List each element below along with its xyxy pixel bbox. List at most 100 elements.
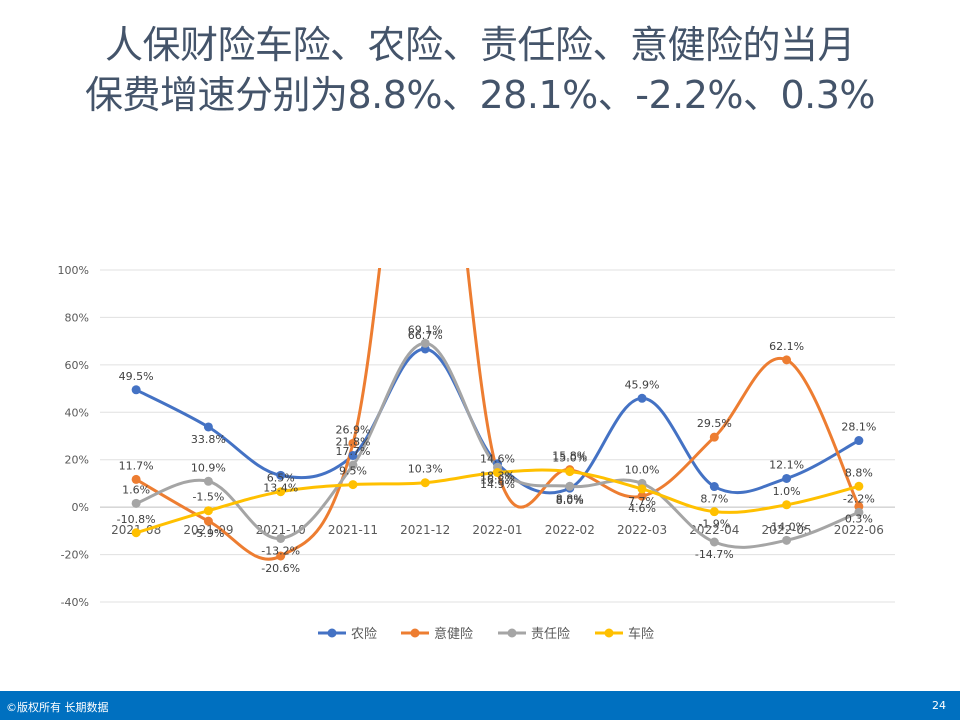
series-line bbox=[135, 341, 860, 549]
data-label: 8.7% bbox=[700, 493, 728, 506]
slide-title: 人保财险车险、农险、责任险、意健险的当月 保费增速分别为8.8%、28.1%、-… bbox=[0, 20, 960, 120]
legend-label: 农险 bbox=[351, 627, 377, 642]
y-tick-label: 60% bbox=[65, 359, 89, 372]
data-label: 15.0% bbox=[552, 452, 587, 465]
data-point bbox=[131, 385, 141, 395]
data-label: 1.0% bbox=[773, 485, 801, 498]
data-point bbox=[637, 484, 647, 494]
y-tick-label: 0% bbox=[72, 501, 89, 514]
y-tick-label: -20% bbox=[61, 549, 89, 562]
data-point bbox=[637, 393, 647, 403]
data-point bbox=[493, 468, 502, 478]
data-point bbox=[348, 480, 358, 490]
data-label: -14.0% bbox=[767, 520, 806, 533]
data-label: 14.9% bbox=[480, 478, 515, 491]
data-label: 11.7% bbox=[119, 459, 154, 472]
data-label: 66.7% bbox=[408, 329, 443, 342]
data-point bbox=[131, 498, 141, 508]
y-tick-label: 40% bbox=[65, 406, 89, 419]
data-point bbox=[782, 355, 792, 365]
data-label: 69.1% bbox=[408, 323, 443, 336]
data-point bbox=[203, 476, 213, 486]
data-point bbox=[854, 436, 864, 446]
data-label: -14.7% bbox=[695, 548, 734, 561]
y-axis: -40% -20% 0% 20% 40% 60% 80% 100% bbox=[58, 264, 89, 609]
legend-label: 车险 bbox=[628, 626, 654, 642]
title-line-2: 保费增速分别为8.8%、28.1%、-2.2%、0.3% bbox=[84, 73, 876, 117]
data-point bbox=[782, 473, 792, 483]
data-point bbox=[348, 438, 358, 448]
legend: 农险 意健险 责任险 车险 bbox=[318, 626, 654, 642]
data-point bbox=[420, 338, 430, 348]
data-label: 10.3% bbox=[408, 463, 443, 476]
legend-marker bbox=[604, 628, 614, 638]
legend-label: 责任险 bbox=[531, 627, 570, 642]
x-tick-label: 2022-06 bbox=[834, 523, 884, 537]
data-label: 21.8% bbox=[335, 435, 370, 448]
data-point bbox=[203, 506, 213, 516]
data-label: 29.5% bbox=[697, 417, 732, 430]
data-label: 10.0% bbox=[625, 463, 660, 476]
y-tick-label: 100% bbox=[58, 264, 89, 277]
data-label: 26.9% bbox=[335, 423, 370, 436]
data-point bbox=[131, 528, 141, 538]
data-point bbox=[565, 467, 575, 477]
x-axis: 2021-082021-092021-102021-112021-122022-… bbox=[111, 523, 884, 537]
data-point bbox=[709, 537, 719, 547]
data-point bbox=[348, 450, 358, 460]
data-point bbox=[709, 482, 719, 492]
x-tick-label: 2021-09 bbox=[183, 523, 233, 537]
data-point bbox=[854, 507, 864, 517]
series-line bbox=[135, 268, 861, 561]
data-label: 9.5% bbox=[339, 465, 367, 478]
data-point bbox=[565, 481, 575, 491]
data-label: 16.8% bbox=[480, 473, 515, 486]
data-point bbox=[709, 432, 719, 442]
line-chart: -40%-20%0%20%40%60%80%100% 2021-082021-0… bbox=[58, 264, 895, 642]
data-point bbox=[276, 551, 286, 561]
series-markers bbox=[131, 338, 864, 561]
data-label: 15.8% bbox=[552, 450, 587, 463]
x-tick-label: 2021-12 bbox=[400, 523, 450, 537]
data-label: 45.9% bbox=[625, 378, 660, 391]
title-line-1: 人保财险车险、农险、责任险、意健险的当月 bbox=[104, 23, 856, 67]
data-point bbox=[203, 422, 213, 432]
x-tick-label: 2022-05 bbox=[762, 523, 812, 537]
data-label: 0.3% bbox=[845, 512, 873, 525]
data-point bbox=[420, 478, 430, 488]
data-label: 8.8% bbox=[556, 492, 584, 505]
x-tick-label: 2022-02 bbox=[545, 523, 595, 537]
data-point bbox=[854, 481, 864, 491]
data-label: 12.1% bbox=[769, 458, 804, 471]
data-point bbox=[348, 460, 358, 470]
copyright-text: ©版权所有 长期数据 bbox=[6, 701, 109, 714]
y-tick-label: 80% bbox=[65, 311, 89, 324]
data-point bbox=[203, 516, 213, 526]
y-tick-label: -40% bbox=[61, 596, 89, 609]
data-label: 8.8% bbox=[845, 466, 873, 479]
data-label: 14.6% bbox=[480, 453, 515, 466]
x-tick-label: 2021-11 bbox=[328, 523, 378, 537]
data-label: 62.1% bbox=[769, 340, 804, 353]
legend-marker bbox=[327, 628, 337, 638]
data-labels: 49.5% 33.8% 13.4% 21.8% 66.7% 18.3% 8.0% 45.9% 8… bbox=[117, 323, 877, 575]
data-label: -13.2% bbox=[261, 544, 300, 557]
data-label: 28.1% bbox=[841, 421, 876, 434]
data-label: 13.4% bbox=[263, 481, 298, 494]
data-point bbox=[131, 474, 141, 484]
data-label: -1.5% bbox=[192, 491, 224, 504]
data-label: 1.6% bbox=[122, 483, 150, 496]
x-tick-label: 2022-03 bbox=[617, 523, 667, 537]
data-label: 7.7% bbox=[628, 495, 656, 508]
data-label: 10.9% bbox=[191, 461, 226, 474]
data-label: 33.8% bbox=[191, 433, 226, 446]
data-point bbox=[637, 491, 647, 501]
footer-bar: ©版权所有 长期数据 24 bbox=[0, 691, 960, 720]
data-label: -2.2% bbox=[843, 492, 875, 505]
data-label: -1.9% bbox=[698, 518, 730, 531]
legend-marker bbox=[410, 628, 420, 638]
data-point bbox=[709, 507, 719, 517]
gridlines bbox=[100, 269, 895, 603]
data-label: -20.6% bbox=[261, 562, 300, 575]
legend-marker bbox=[507, 628, 517, 638]
